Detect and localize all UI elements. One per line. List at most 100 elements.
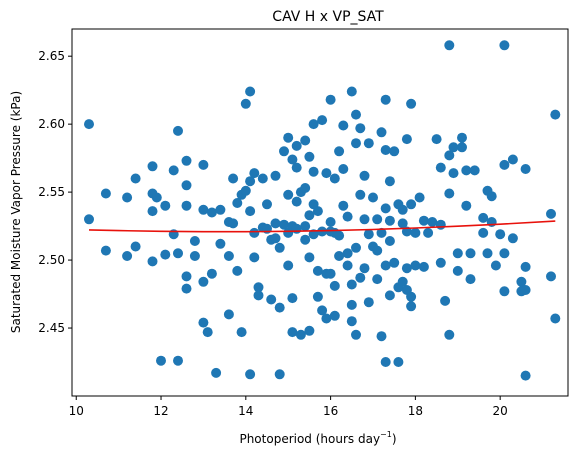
scatter-point (444, 329, 455, 340)
scatter-point (452, 265, 463, 276)
scatter-point (482, 248, 493, 259)
scatter-point (325, 217, 336, 227)
scatter-point (181, 283, 192, 294)
scatter-point (520, 261, 531, 272)
scatter-point (478, 227, 489, 238)
scatter-point (334, 230, 345, 241)
scatter-point (444, 188, 455, 199)
scatter-point (461, 200, 472, 211)
scatter-point (359, 214, 370, 225)
scatter-point (160, 200, 171, 211)
scatter-point (520, 164, 531, 174)
scatter-point (156, 355, 166, 366)
scatter-point (376, 127, 387, 138)
scatter-point (363, 138, 374, 149)
scatter-point (346, 299, 357, 310)
scatter-point (368, 192, 378, 203)
scatter-point (198, 159, 209, 170)
scatter-point (520, 285, 531, 295)
scatter-point (486, 191, 497, 202)
scatter-point (279, 146, 289, 157)
scatter-point (342, 248, 353, 259)
x-tick-label: 20 (493, 404, 508, 418)
scatter-point (317, 115, 328, 126)
scatter-point (151, 192, 162, 203)
scatter-point (223, 251, 234, 261)
scatter-point (397, 218, 408, 229)
scatter-point (499, 248, 510, 259)
scatter-point (550, 313, 561, 324)
scatter-point (418, 215, 429, 226)
scatter-point (384, 290, 395, 301)
trend-line-layer (88, 220, 556, 233)
x-tick-label: 10 (69, 404, 84, 418)
scatter-point (448, 142, 459, 153)
scatter-point (389, 146, 400, 157)
scatter-point (308, 119, 319, 130)
scatter-point (457, 132, 467, 143)
scatter-point (546, 208, 556, 219)
scatter-point (380, 357, 391, 367)
scatter-point (300, 234, 311, 245)
scatter-point (351, 138, 361, 149)
scatter-point (189, 236, 200, 246)
scatter-point (414, 192, 425, 203)
scatter-point (274, 369, 285, 380)
scatter-point (448, 168, 459, 179)
scatter-point (312, 265, 323, 276)
scatter-point (431, 134, 442, 145)
scatter-point (215, 238, 226, 249)
scatter-point (122, 192, 133, 203)
scatter-point (198, 317, 209, 328)
scatter-point (147, 161, 158, 172)
scatter-point (270, 233, 281, 244)
scatter-point (223, 309, 234, 320)
scatter-point (452, 248, 463, 259)
scatter-point (262, 199, 272, 210)
scatter-point (406, 199, 417, 210)
scatter-point (122, 251, 133, 261)
scatter-point (84, 214, 94, 225)
scatter-point (181, 155, 192, 166)
scatter-point (317, 305, 328, 316)
y-tick-label: 2.65 (38, 49, 65, 63)
scatter-point (304, 210, 315, 221)
scatter-point (499, 286, 510, 297)
scatter-point (100, 245, 111, 256)
scatter-point (346, 86, 357, 97)
scatter-point (546, 271, 556, 282)
scatter-point (295, 329, 306, 340)
scatter-point (380, 145, 391, 155)
scatter-point (499, 159, 510, 170)
scatter-point (435, 219, 446, 230)
y-tick-label: 2.50 (38, 253, 65, 267)
scatter-point (406, 98, 417, 109)
scatter-point (346, 316, 357, 327)
scatter-point (397, 276, 408, 287)
scatter-point (457, 142, 467, 153)
scatter-point (232, 265, 243, 276)
scatter-point (346, 279, 357, 290)
y-tick-label: 2.55 (38, 185, 65, 199)
scatter-point (325, 94, 336, 105)
scatter-point (423, 227, 434, 238)
scatter-point (435, 257, 446, 268)
y-tick-label: 2.45 (38, 321, 65, 335)
scatter-point (351, 109, 361, 120)
scatter-point (173, 355, 183, 366)
scatter-point (321, 313, 332, 324)
scatter-point (304, 151, 315, 162)
scatter-point (478, 212, 489, 223)
scatter-point (270, 170, 281, 181)
scatter-point (147, 206, 158, 217)
scatter-point (181, 200, 192, 211)
scatter-point (291, 162, 302, 173)
scatter-point (198, 204, 209, 215)
scatter-point (245, 176, 256, 187)
scatter-point (130, 241, 141, 252)
scatter-point (173, 125, 183, 136)
scatter-point (490, 260, 501, 271)
scatter-point (130, 173, 141, 184)
scatter-point (427, 217, 438, 227)
